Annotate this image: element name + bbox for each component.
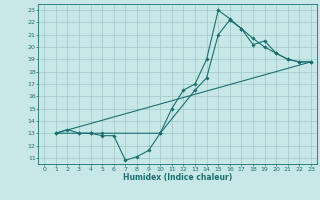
X-axis label: Humidex (Indice chaleur): Humidex (Indice chaleur) <box>123 173 232 182</box>
